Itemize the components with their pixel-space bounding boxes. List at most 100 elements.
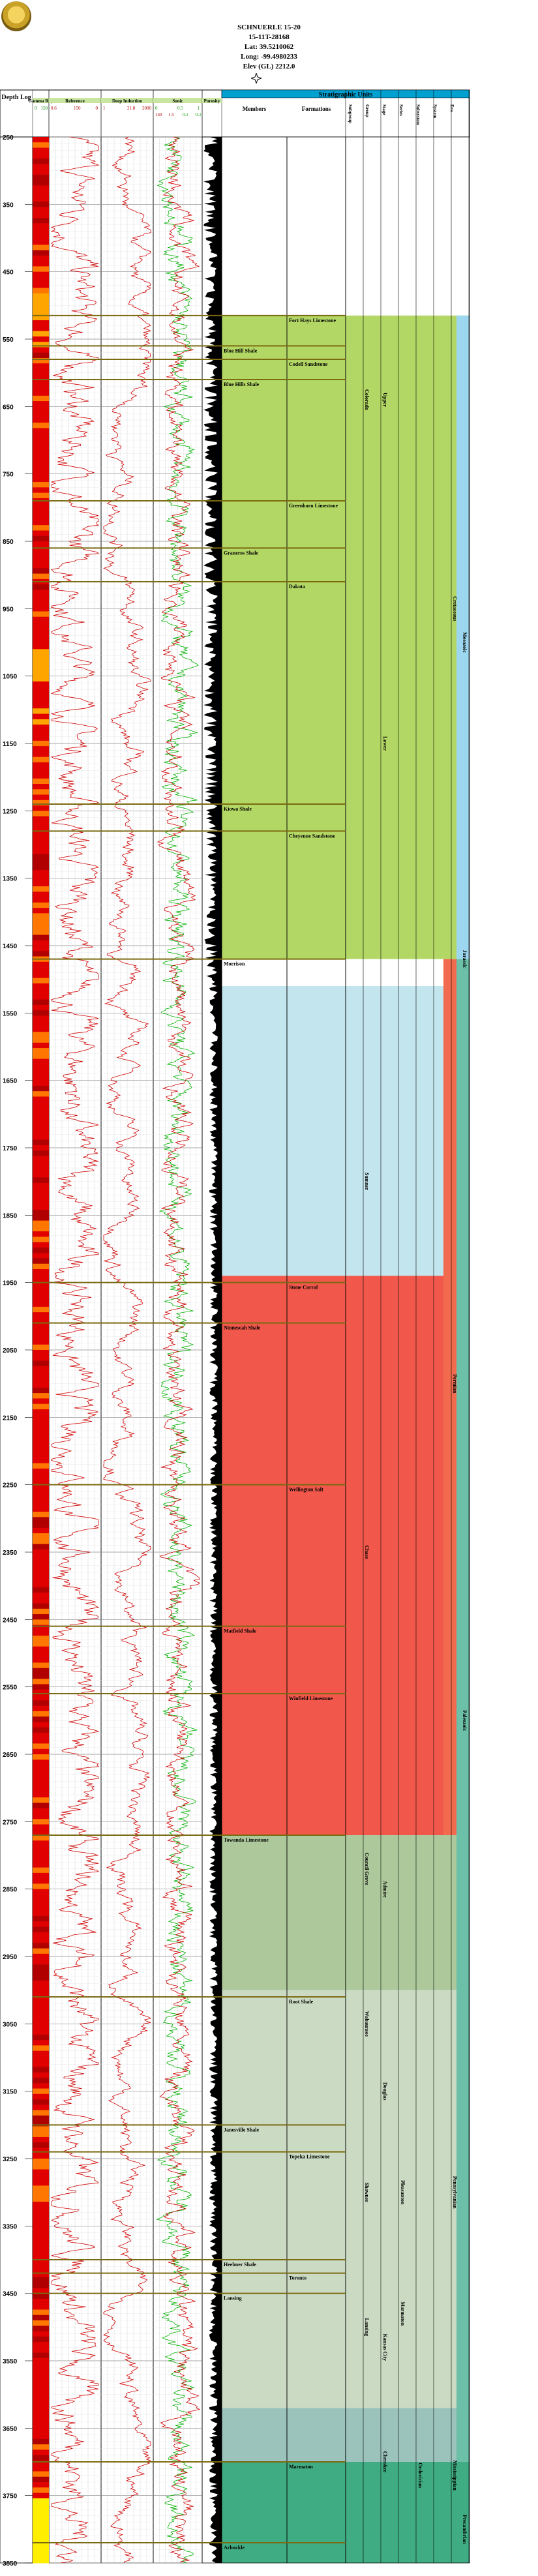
lithology-cell [33,1501,49,1507]
well-elevation: Elev (GL) 2212.0 [243,63,295,70]
lithology-cell [33,401,49,407]
depth-tick-label: 3850 [3,2560,18,2568]
lithology-cell [33,1808,49,1814]
group-label: Wabaunsee [364,2011,370,2037]
lithology-cell [33,1490,49,1496]
lithology-cell [33,1048,49,1054]
lithology-cell [33,1700,49,1707]
group-label: Colorado [364,389,370,410]
lithology-cell [33,293,49,299]
deep-scale-min: 1 [103,106,106,111]
sonic-curve-red [157,136,201,2564]
lithology-cell [33,1161,49,1167]
lithology-cell [33,1021,49,1027]
lithology-cell [33,2466,49,2472]
lithology-cell [33,2557,49,2564]
lithology-cell [33,2110,49,2116]
lithology-cell [33,2018,49,2024]
lithology-cell [33,1431,49,1437]
lithology-cell [33,2288,49,2294]
lithology-cell [33,352,49,359]
lithology-cell [33,1441,49,1448]
lithology-cell [33,412,49,418]
reference-column-title: Reference [65,98,85,104]
lithology-cell [33,190,49,197]
formation-label: Stone Corral [289,1285,318,1291]
lithology-cell [33,1231,49,1237]
sonic-header-band [153,98,202,103]
lithology-cell [33,563,49,569]
lithology-cell [33,282,49,288]
lithology-cell [33,1382,49,1388]
lithology-cell [33,460,49,466]
gamma-scale-max: 150 [41,106,48,111]
lithology-cell [33,2196,49,2202]
lithology-cell [33,1840,49,1847]
lithology-cell [33,1581,49,1588]
lithology-cell [33,2509,49,2515]
lithology-cell [33,746,49,752]
gamma-column-title: Gamma Ray [29,98,53,104]
lithology-cell [33,1512,49,1518]
lithology-cell [33,1894,49,1900]
lithology-cell [33,1846,49,1852]
sonic-sub-4: 0.1 [196,112,202,117]
depth-tick-label: 2950 [3,1954,18,1961]
lithology-cell [33,768,49,773]
lithology-cell [33,1776,49,1782]
lithology-cell [33,859,49,865]
formation-label: Graneros Shale [224,550,258,556]
lithology-cell [33,1339,49,1345]
lithology-cell [33,245,49,251]
lithology-cell [33,1409,49,1415]
depth-tick-label: 1350 [3,876,18,883]
lithology-cell [33,2148,49,2154]
formation-label: Arbuckle [224,2545,245,2551]
lithology-cell [33,816,49,822]
lithology-cell [33,1727,49,1733]
lithology-cell [33,756,49,763]
lithology-cell [33,212,49,218]
lithology-cell [33,1236,49,1243]
lithology-cell [33,2072,49,2078]
group-label: Lansing [364,2318,370,2337]
lithology-cell [33,2455,49,2461]
lithology-cell [33,719,49,725]
lithology-cell [33,1026,49,1032]
lithology-cell [33,1139,49,1146]
deep-scale-mid: 21.8 [127,106,136,111]
depth-tick-label: 3250 [3,2156,18,2163]
depth-tick-label: 550 [3,337,14,344]
lithology-cell [33,821,49,828]
depth-tick-label: 2450 [3,1617,18,1624]
lithology-cell [33,1274,49,1281]
lithology-cell [33,455,49,461]
lithology-cell [33,2045,49,2052]
lithology-cell [33,147,49,154]
lithology-cell [33,740,49,747]
depth-tick-label: 3550 [3,2358,18,2365]
formation-label: Dakota [289,584,305,590]
lithology-cell [33,687,49,693]
lithology-cell [33,2283,49,2288]
lithology-cell [33,2320,49,2326]
lithology-cell [33,228,49,235]
lithology-cell [33,207,49,213]
lithology-cell [33,789,49,796]
lithology-cell [33,2153,49,2159]
lithology-cell [33,374,49,380]
lithology-cell [33,1107,49,1113]
lithology-cell [33,1722,49,1728]
lithology-cell [33,1377,49,1383]
formation-label: Root Shale [289,1999,314,2005]
lithology-cell [33,649,49,655]
lithology-cell [33,1662,49,1669]
lithology-cell [33,1770,49,1776]
lithology-cell [33,2164,49,2170]
lithology-cell [33,174,49,181]
lithology-cell [33,2552,49,2558]
lithology-cell [33,2390,49,2397]
lithology-cell [33,2460,49,2466]
lithology-cell [33,590,49,596]
lithology-cell [33,2395,49,2402]
